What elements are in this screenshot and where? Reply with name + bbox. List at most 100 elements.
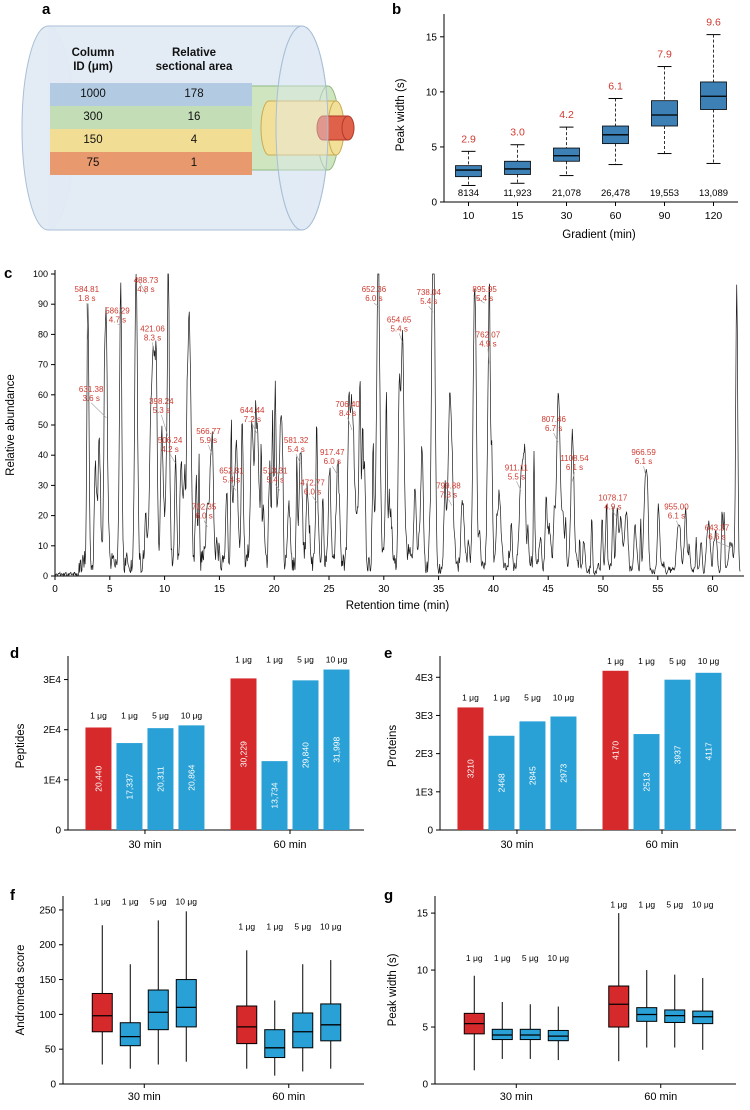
chromatogram: 0 10 20 30 40 50 60 70 80 90 100 0 5 10 15 20 25 30 35 40 45… bbox=[5, 269, 744, 612]
panel-label-b: b bbox=[392, 1, 402, 18]
svg-text:421.06: 421.06 bbox=[140, 324, 165, 333]
svg-text:955.00: 955.00 bbox=[664, 503, 689, 512]
svg-text:70: 70 bbox=[38, 360, 48, 370]
svg-text:3.6 s: 3.6 s bbox=[82, 394, 99, 403]
svg-text:5 μg: 5 μg bbox=[150, 896, 167, 906]
svg-text:0: 0 bbox=[427, 826, 433, 837]
svg-text:250: 250 bbox=[39, 905, 56, 916]
svg-text:2513: 2513 bbox=[642, 772, 652, 791]
svg-text:13,089: 13,089 bbox=[699, 188, 728, 199]
svg-text:584.81: 584.81 bbox=[75, 285, 100, 294]
svg-text:1 μg: 1 μg bbox=[238, 921, 255, 931]
svg-text:5.3 s: 5.3 s bbox=[153, 406, 170, 415]
svg-text:513.31: 513.31 bbox=[263, 466, 288, 475]
panel-label-d: d bbox=[10, 645, 20, 662]
svg-text:10 μg: 10 μg bbox=[326, 655, 348, 665]
svg-text:0: 0 bbox=[422, 1080, 428, 1091]
svg-text:10: 10 bbox=[426, 87, 438, 98]
svg-text:5: 5 bbox=[431, 142, 437, 153]
svg-text:30: 30 bbox=[561, 210, 573, 222]
svg-text:4.2 s: 4.2 s bbox=[161, 445, 178, 454]
peak-width-boxplot: 0 5 10 15 Peak width (s) 1 μg 1 μg 5 μg 10 μg 30 … bbox=[387, 896, 736, 1103]
svg-text:Retention time (min): Retention time (min) bbox=[346, 600, 450, 612]
svg-text:5 μg: 5 μg bbox=[152, 710, 169, 720]
svg-text:1 μg: 1 μg bbox=[494, 953, 511, 963]
column-id-cell: 75 bbox=[86, 157, 100, 170]
svg-text:17,337: 17,337 bbox=[124, 773, 134, 799]
svg-text:5 μg: 5 μg bbox=[294, 921, 311, 931]
svg-text:1 μg: 1 μg bbox=[607, 656, 624, 666]
svg-text:20,864: 20,864 bbox=[186, 764, 196, 790]
peptides-bar-chart: 0 1E4 2E4 3E4 Peptides 1 μg 20,440 1 μg 17,337 5 … bbox=[15, 655, 364, 851]
svg-text:60: 60 bbox=[38, 390, 48, 400]
svg-text:60 min: 60 min bbox=[272, 1091, 305, 1103]
svg-text:29,840: 29,840 bbox=[301, 742, 311, 768]
svg-text:7.2 s: 7.2 s bbox=[244, 415, 261, 424]
svg-text:1 μg: 1 μg bbox=[466, 953, 483, 963]
svg-text:5.4 s: 5.4 s bbox=[420, 297, 437, 306]
svg-text:6.1: 6.1 bbox=[608, 80, 623, 92]
svg-text:Relative abundance: Relative abundance bbox=[5, 374, 17, 476]
svg-text:0: 0 bbox=[55, 826, 61, 837]
svg-text:10: 10 bbox=[38, 541, 48, 551]
svg-text:4.9 s: 4.9 s bbox=[604, 503, 621, 512]
svg-text:5.4 s: 5.4 s bbox=[223, 475, 240, 484]
panel-label-f: f bbox=[10, 887, 15, 904]
svg-text:654.65: 654.65 bbox=[387, 315, 412, 324]
svg-text:506.24: 506.24 bbox=[158, 436, 183, 445]
svg-text:Andromeda score: Andromeda score bbox=[15, 945, 27, 1036]
svg-text:6.1 s: 6.1 s bbox=[635, 457, 652, 466]
svg-text:4170: 4170 bbox=[611, 741, 621, 760]
svg-text:15: 15 bbox=[214, 584, 226, 595]
svg-text:10 μg: 10 μg bbox=[176, 896, 198, 906]
svg-text:60 min: 60 min bbox=[273, 839, 306, 851]
proteins-bar-chart: 0 1E3 2E3 3E3 4E3 Proteins 1 μg 3210 1 μg 2468 5 μ… bbox=[387, 656, 736, 851]
svg-text:1 μg: 1 μg bbox=[94, 896, 111, 906]
svg-text:10 μg: 10 μg bbox=[698, 656, 720, 666]
svg-text:6.1 s: 6.1 s bbox=[668, 512, 685, 521]
column-id-cell: 1000 bbox=[80, 88, 106, 101]
svg-text:2.9: 2.9 bbox=[461, 133, 476, 145]
svg-text:0: 0 bbox=[52, 584, 58, 595]
table-row: 300 16 bbox=[50, 105, 252, 129]
svg-text:45: 45 bbox=[543, 584, 555, 595]
svg-text:6.6 s: 6.6 s bbox=[708, 533, 725, 542]
svg-text:20: 20 bbox=[269, 584, 281, 595]
svg-text:40: 40 bbox=[38, 450, 48, 460]
svg-text:10: 10 bbox=[417, 966, 429, 977]
svg-text:917.47: 917.47 bbox=[320, 448, 345, 457]
svg-text:10 μg: 10 μg bbox=[548, 953, 570, 963]
svg-text:5.4 s: 5.4 s bbox=[476, 294, 493, 303]
svg-text:706.40: 706.40 bbox=[335, 400, 360, 409]
svg-text:762.07: 762.07 bbox=[476, 330, 501, 339]
svg-text:30 min: 30 min bbox=[500, 1091, 533, 1103]
svg-text:1 μg: 1 μg bbox=[493, 692, 510, 702]
svg-text:120: 120 bbox=[705, 210, 723, 222]
svg-text:631.38: 631.38 bbox=[79, 385, 104, 394]
svg-text:7.3 s: 7.3 s bbox=[440, 490, 457, 499]
svg-text:5.5 s: 5.5 s bbox=[508, 472, 525, 481]
svg-text:5 μg: 5 μg bbox=[666, 899, 683, 909]
panel-label-e: e bbox=[384, 645, 393, 662]
svg-text:1E3: 1E3 bbox=[415, 787, 433, 798]
sectional-area-header: Relative sectional area bbox=[155, 47, 233, 74]
svg-text:100: 100 bbox=[33, 269, 48, 279]
svg-text:10: 10 bbox=[159, 584, 171, 595]
svg-text:11,923: 11,923 bbox=[503, 188, 531, 199]
svg-text:5: 5 bbox=[107, 584, 113, 595]
svg-text:1108.54: 1108.54 bbox=[560, 454, 589, 463]
svg-text:15: 15 bbox=[512, 210, 524, 222]
svg-text:10: 10 bbox=[463, 210, 475, 222]
svg-text:644.44: 644.44 bbox=[240, 406, 265, 415]
svg-text:3E3: 3E3 bbox=[415, 711, 433, 722]
svg-text:5.9 s: 5.9 s bbox=[200, 436, 217, 445]
svg-text:581.32: 581.32 bbox=[284, 436, 309, 445]
svg-text:8.3 s: 8.3 s bbox=[144, 333, 161, 342]
svg-text:6.0 s: 6.0 s bbox=[365, 294, 382, 303]
svg-text:3E4: 3E4 bbox=[43, 675, 61, 686]
andromeda-score-boxplot: 0 50 100 150 200 250 Andromeda score 1 μg 1 μg 5 … bbox=[15, 896, 364, 1103]
svg-text:799.88: 799.88 bbox=[436, 481, 461, 490]
column-table-header-row: Column ID (μm) Relative sectional area bbox=[50, 44, 252, 83]
svg-text:1 μg: 1 μg bbox=[638, 656, 655, 666]
